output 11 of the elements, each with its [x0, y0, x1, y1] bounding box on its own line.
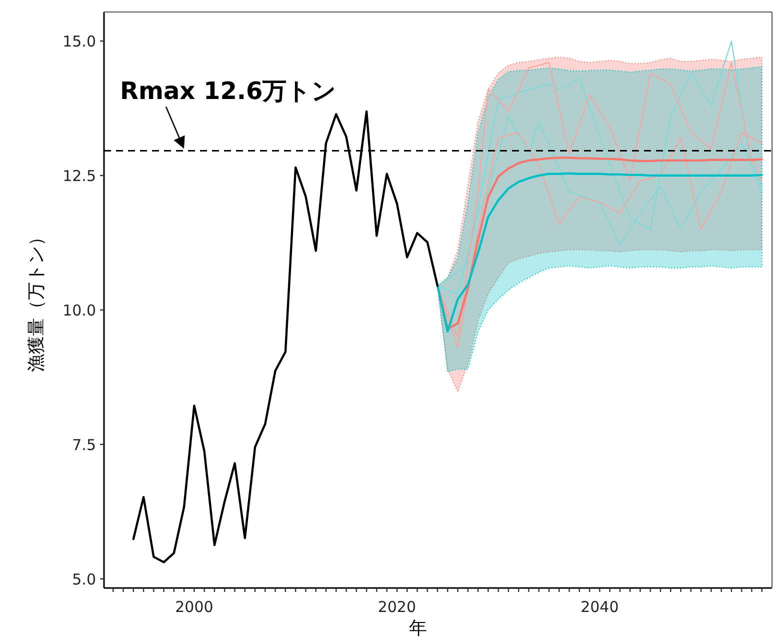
y-tick-label: 7.5	[72, 436, 96, 454]
x-tick-label: 2020	[378, 598, 416, 616]
x-tick-label: 2000	[175, 598, 214, 616]
ref-line-label: Rmax 12.6万トン	[120, 76, 337, 105]
y-axis-title: 漁獲量（万トン）	[26, 228, 47, 372]
y-tick-label: 5.0	[72, 570, 96, 588]
y-tick-label: 12.5	[62, 166, 96, 185]
x-axis-title: 年	[409, 618, 427, 637]
x-tick-label: 2040	[580, 598, 619, 616]
y-tick-label: 15.0	[62, 32, 96, 51]
y-tick-label: 10.0	[62, 301, 96, 320]
